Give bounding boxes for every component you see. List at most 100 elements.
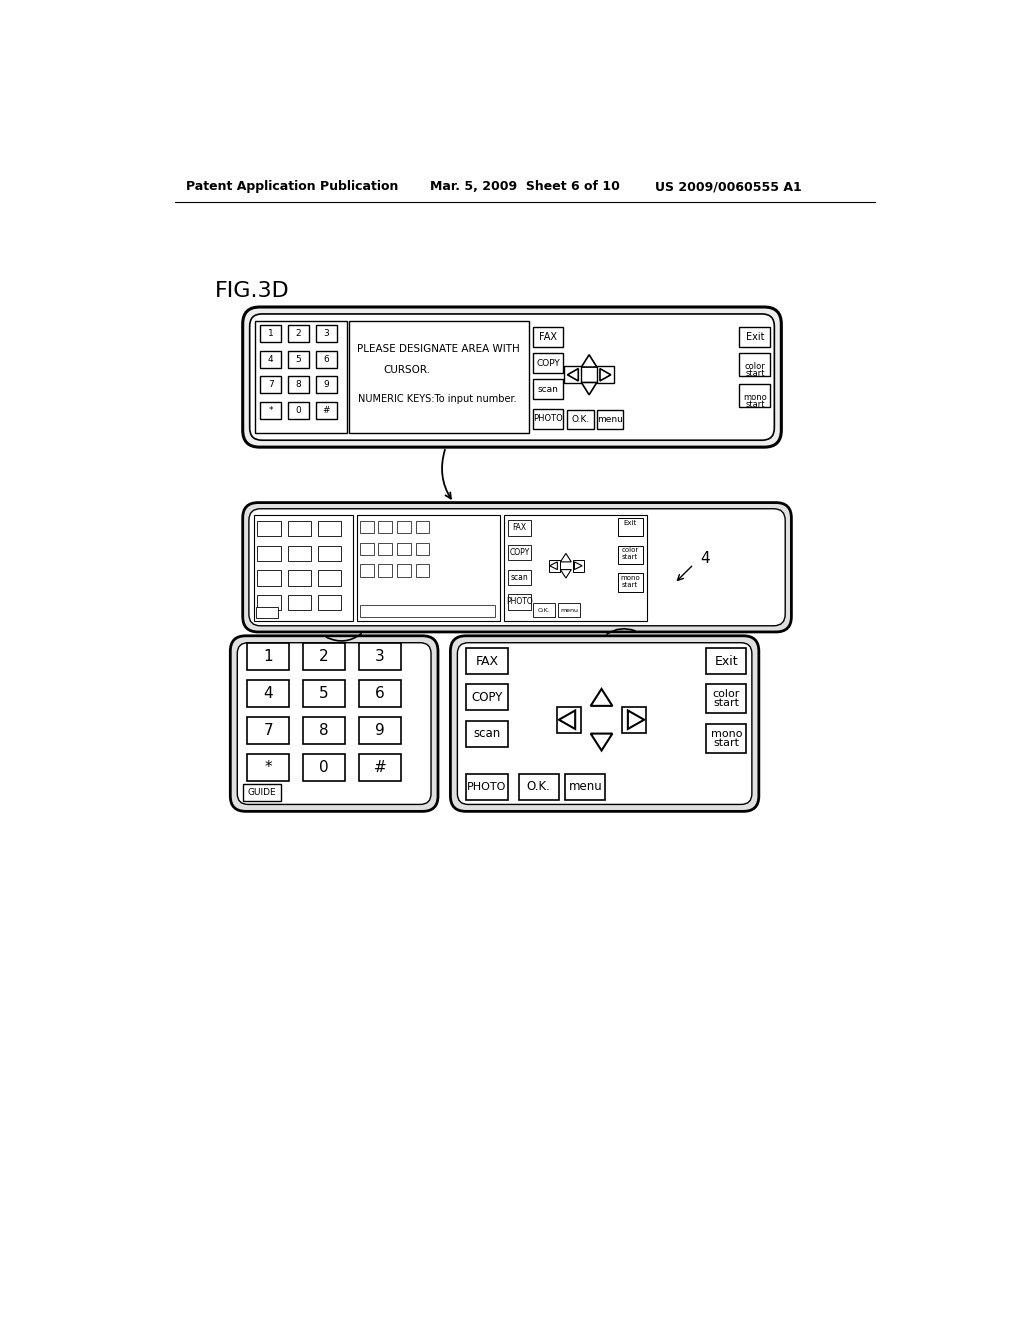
Text: 9: 9 xyxy=(324,380,330,389)
Bar xyxy=(707,723,746,752)
Bar xyxy=(739,327,770,347)
Bar xyxy=(288,545,311,561)
Bar xyxy=(317,595,341,610)
Bar xyxy=(508,520,531,536)
Bar xyxy=(256,607,278,618)
Text: O.K.: O.K. xyxy=(538,609,551,612)
Bar xyxy=(317,521,341,536)
Bar xyxy=(288,521,311,536)
FancyBboxPatch shape xyxy=(230,636,438,812)
Text: scan: scan xyxy=(473,727,501,741)
Bar xyxy=(359,521,374,533)
Text: scan: scan xyxy=(511,573,528,582)
Bar xyxy=(260,351,282,368)
Bar xyxy=(617,517,643,536)
Bar xyxy=(257,595,281,610)
Bar xyxy=(359,717,400,744)
Bar xyxy=(534,379,563,400)
Bar xyxy=(739,354,770,376)
FancyBboxPatch shape xyxy=(451,636,759,812)
Text: menu: menu xyxy=(560,609,578,612)
Bar xyxy=(466,774,508,800)
Bar xyxy=(739,384,770,407)
Bar xyxy=(466,721,508,747)
Bar xyxy=(378,521,392,533)
Bar xyxy=(534,327,563,347)
Text: 4: 4 xyxy=(268,355,273,364)
Text: CURSOR.: CURSOR. xyxy=(384,366,431,375)
Bar xyxy=(356,515,500,622)
Bar xyxy=(303,680,345,708)
Bar xyxy=(534,603,555,618)
Text: COPY: COPY xyxy=(509,548,529,557)
Bar xyxy=(564,366,582,383)
Bar xyxy=(255,321,346,433)
Bar xyxy=(707,648,746,675)
Bar xyxy=(317,545,341,561)
Text: Patent Application Publication: Patent Application Publication xyxy=(186,181,398,194)
Text: color: color xyxy=(622,548,639,553)
Bar xyxy=(317,570,341,586)
Text: GUIDE: GUIDE xyxy=(248,788,276,797)
Bar xyxy=(617,573,643,591)
Bar xyxy=(315,326,337,342)
Bar xyxy=(378,564,392,577)
FancyBboxPatch shape xyxy=(243,308,781,447)
Bar xyxy=(288,376,309,393)
Bar xyxy=(260,376,282,393)
Text: NUMERIC KEYS:To input number.: NUMERIC KEYS:To input number. xyxy=(358,395,517,404)
Bar xyxy=(257,545,281,561)
Text: Mar. 5, 2009  Sheet 6 of 10: Mar. 5, 2009 Sheet 6 of 10 xyxy=(430,181,621,194)
Text: Exit: Exit xyxy=(624,520,637,525)
Text: Exit: Exit xyxy=(715,655,738,668)
Text: O.K.: O.K. xyxy=(571,414,590,424)
Bar xyxy=(243,784,282,801)
Text: 4: 4 xyxy=(263,686,273,701)
Text: 6: 6 xyxy=(324,355,330,364)
Bar xyxy=(359,543,374,554)
Bar xyxy=(397,543,411,554)
Bar xyxy=(254,515,352,622)
Text: 7: 7 xyxy=(267,380,273,389)
Text: mono: mono xyxy=(711,730,742,739)
Text: FAX: FAX xyxy=(512,524,526,532)
Text: mono: mono xyxy=(743,392,767,401)
Bar xyxy=(359,605,496,618)
Text: 6: 6 xyxy=(375,686,385,701)
Text: #: # xyxy=(323,405,330,414)
Bar xyxy=(378,543,392,554)
Bar xyxy=(508,594,531,610)
Text: scan: scan xyxy=(538,385,558,393)
Text: 3: 3 xyxy=(375,649,385,664)
Bar xyxy=(315,351,337,368)
Text: 0: 0 xyxy=(296,405,301,414)
Bar xyxy=(534,354,563,374)
Bar xyxy=(508,545,531,561)
Bar xyxy=(288,570,311,586)
Bar xyxy=(257,570,281,586)
Bar xyxy=(303,717,345,744)
Text: start: start xyxy=(714,698,739,708)
Bar xyxy=(397,564,411,577)
Bar xyxy=(466,684,508,710)
Bar xyxy=(349,321,528,433)
Text: PHOTO: PHOTO xyxy=(506,598,532,606)
Text: PLEASE DESIGNATE AREA WITH: PLEASE DESIGNATE AREA WITH xyxy=(357,343,520,354)
Text: O.K.: O.K. xyxy=(526,780,551,793)
Bar xyxy=(518,774,559,800)
Bar xyxy=(557,706,582,733)
Text: menu: menu xyxy=(597,414,623,424)
Bar xyxy=(416,564,429,577)
Text: FIG.3D: FIG.3D xyxy=(215,281,290,301)
Text: 5: 5 xyxy=(296,355,301,364)
Bar xyxy=(248,643,289,671)
Text: 7: 7 xyxy=(263,723,273,738)
Text: color: color xyxy=(744,362,765,371)
Text: COPY: COPY xyxy=(471,690,503,704)
Bar xyxy=(248,680,289,708)
Text: start: start xyxy=(622,554,638,560)
Bar xyxy=(288,351,309,368)
Bar xyxy=(567,411,594,429)
Bar xyxy=(248,754,289,781)
Bar xyxy=(597,366,614,383)
